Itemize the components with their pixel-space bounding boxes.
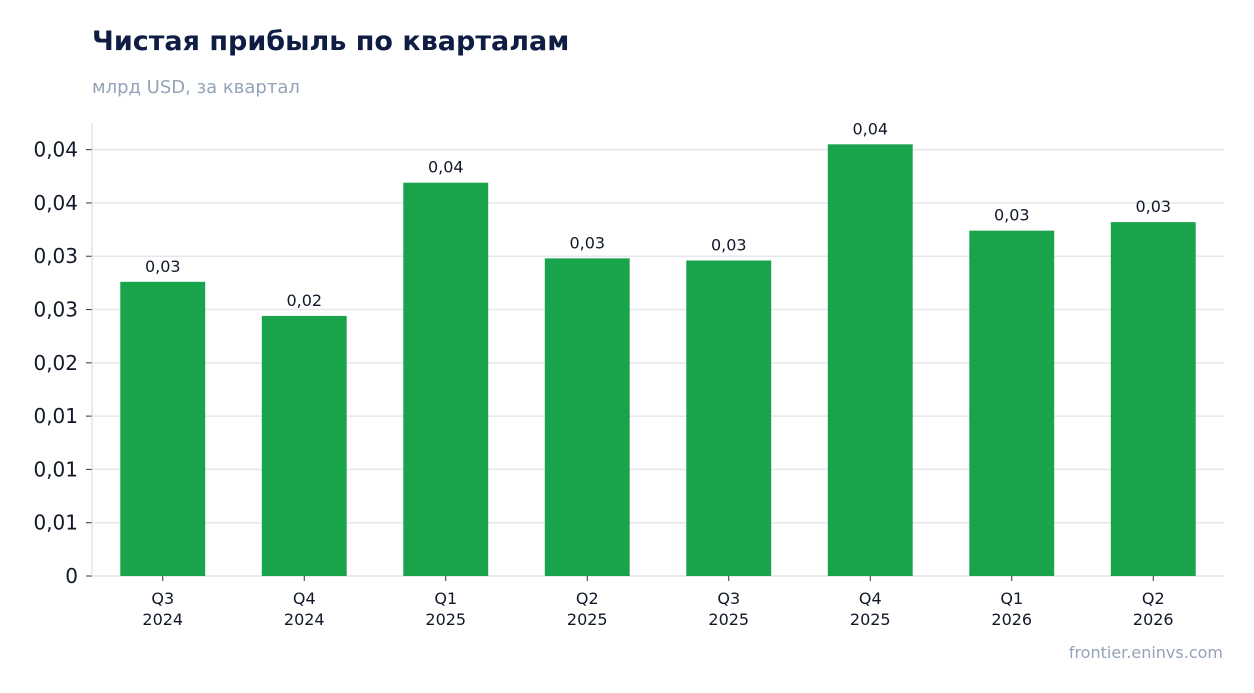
source-link[interactable]: frontier.eninvs.com [1068, 643, 1223, 662]
x-tick-label-quarter: Q4 [293, 589, 316, 608]
bar [1110, 222, 1196, 576]
x-tick-label-year: 2025 [850, 610, 891, 629]
bar [120, 281, 206, 576]
x-tick-label-year: 2026 [1133, 610, 1174, 629]
y-tick-label: 0,03 [33, 244, 78, 268]
y-tick-label: 0,04 [33, 138, 78, 162]
data-label: 0,03 [1135, 197, 1171, 216]
x-tick-label-year: 2025 [567, 610, 608, 629]
y-tick-label: 0,04 [33, 191, 78, 215]
bars [120, 144, 1196, 577]
x-tick-label-quarter: Q1 [434, 589, 457, 608]
bar [686, 260, 772, 576]
data-label: 0,03 [145, 257, 181, 276]
y-tick-label: 0,01 [33, 511, 78, 535]
data-label: 0,04 [428, 158, 464, 177]
y-tick-label: 0,01 [33, 404, 78, 428]
x-tick-label-quarter: Q1 [1000, 589, 1023, 608]
x-tick-label-quarter: Q2 [576, 589, 599, 608]
x-tick-label-quarter: Q3 [717, 589, 740, 608]
x-tick-label-year: 2025 [708, 610, 749, 629]
data-label: 0,02 [286, 291, 322, 310]
bar [969, 230, 1055, 576]
y-tick-label: 0 [65, 564, 78, 588]
y-tick-label: 0,02 [33, 351, 78, 375]
x-tick-label-year: 2024 [142, 610, 183, 629]
x-tick-label-year: 2025 [425, 610, 466, 629]
chart-title: Чистая прибыль по кварталам [92, 26, 570, 57]
bar [261, 315, 347, 576]
x-tick-label-quarter: Q2 [1142, 589, 1165, 608]
data-label: 0,03 [994, 206, 1030, 225]
labels: 0 0,01 0,01 0,01 0,02 0,03 0,03 0,04 0,04 0,03 Q3 2… [33, 119, 1173, 629]
x-tick-label-quarter: Q4 [859, 589, 882, 608]
y-tick-label: 0,01 [33, 457, 78, 481]
chart-subtitle: млрд USD, за квартал [92, 77, 300, 98]
data-label: 0,04 [852, 119, 888, 138]
bar [827, 144, 913, 577]
x-tick-label-quarter: Q3 [151, 589, 174, 608]
bar [403, 182, 489, 577]
bar [544, 258, 630, 576]
y-tick-label: 0,03 [33, 298, 78, 322]
data-label: 0,03 [569, 233, 605, 252]
data-label: 0,03 [711, 235, 747, 254]
x-tick-label-year: 2026 [991, 610, 1032, 629]
x-tick-label-year: 2024 [284, 610, 325, 629]
